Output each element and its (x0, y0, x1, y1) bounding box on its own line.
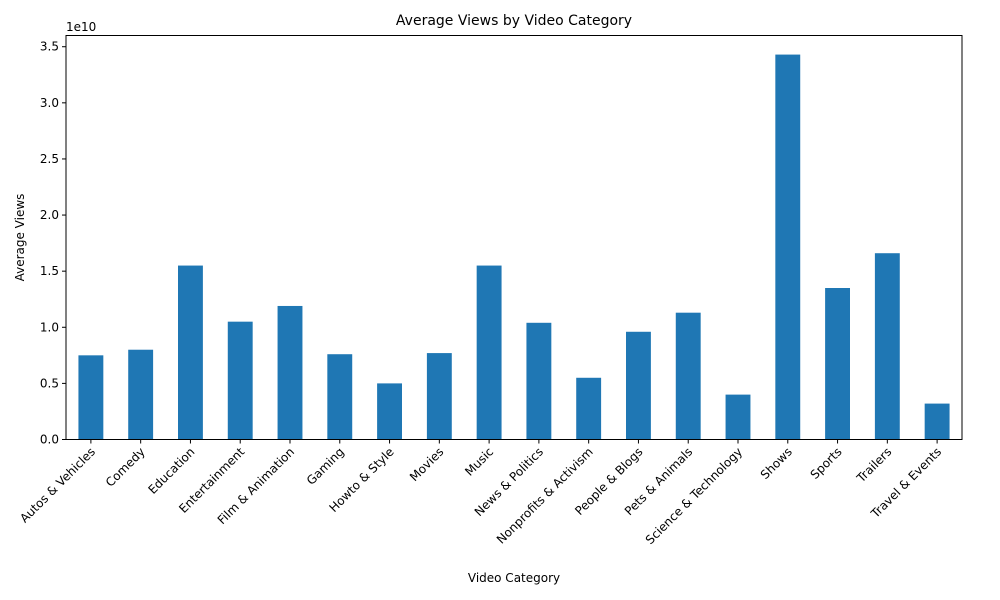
bar (128, 349, 154, 440)
x-axis-label: Video Category (468, 571, 560, 585)
y-tick-label: 1.0 (40, 320, 59, 334)
y-tick-label: 2.0 (40, 208, 59, 222)
bar (178, 265, 203, 440)
bar (277, 305, 303, 440)
y-tick-label: 1.5 (40, 264, 59, 278)
bar (825, 288, 850, 440)
bar (924, 403, 950, 440)
x-tick-label: Movies (407, 445, 446, 484)
y-tick-label: 3.5 (40, 40, 59, 54)
bar (327, 354, 353, 440)
plot-area: Autos & Vehicles ComedyEducationEntertain… (17, 40, 950, 547)
bar (476, 265, 502, 440)
bar (725, 394, 751, 440)
x-tick-label: Comedy (103, 445, 148, 490)
x-tick-label: Autos & Vehicles (17, 445, 98, 526)
bar (526, 322, 552, 440)
plot-frame (65, 35, 963, 440)
bar (78, 355, 104, 440)
y-axis-offset-text: 1e10 (66, 20, 96, 34)
bar (874, 253, 900, 440)
y-tick-label: 2.5 (40, 152, 59, 166)
bar (626, 331, 651, 440)
x-tick-label: Nonprofits & Activism (494, 445, 596, 547)
bar (675, 312, 701, 440)
bar (775, 54, 801, 440)
y-tick-label: 3.0 (40, 96, 59, 110)
x-tick-label: Education (145, 445, 197, 497)
y-axis-label: Average Views (13, 194, 27, 282)
bar (227, 321, 253, 440)
x-tick-label: Music (462, 445, 496, 479)
bar (377, 383, 402, 440)
bar (576, 377, 602, 440)
x-tick-label: Science & Technology (643, 445, 745, 547)
chart-title: Average Views by Video Category (396, 13, 632, 29)
x-tick-label: Shows (758, 445, 795, 482)
y-tick-label: 0.0 (40, 433, 59, 447)
x-tick-label: Sports (808, 445, 845, 482)
x-tick-label: Gaming (304, 445, 347, 488)
x-tick-label: Trailers (853, 445, 894, 486)
y-tick-label: 0.5 (40, 376, 59, 390)
bar (426, 353, 452, 440)
